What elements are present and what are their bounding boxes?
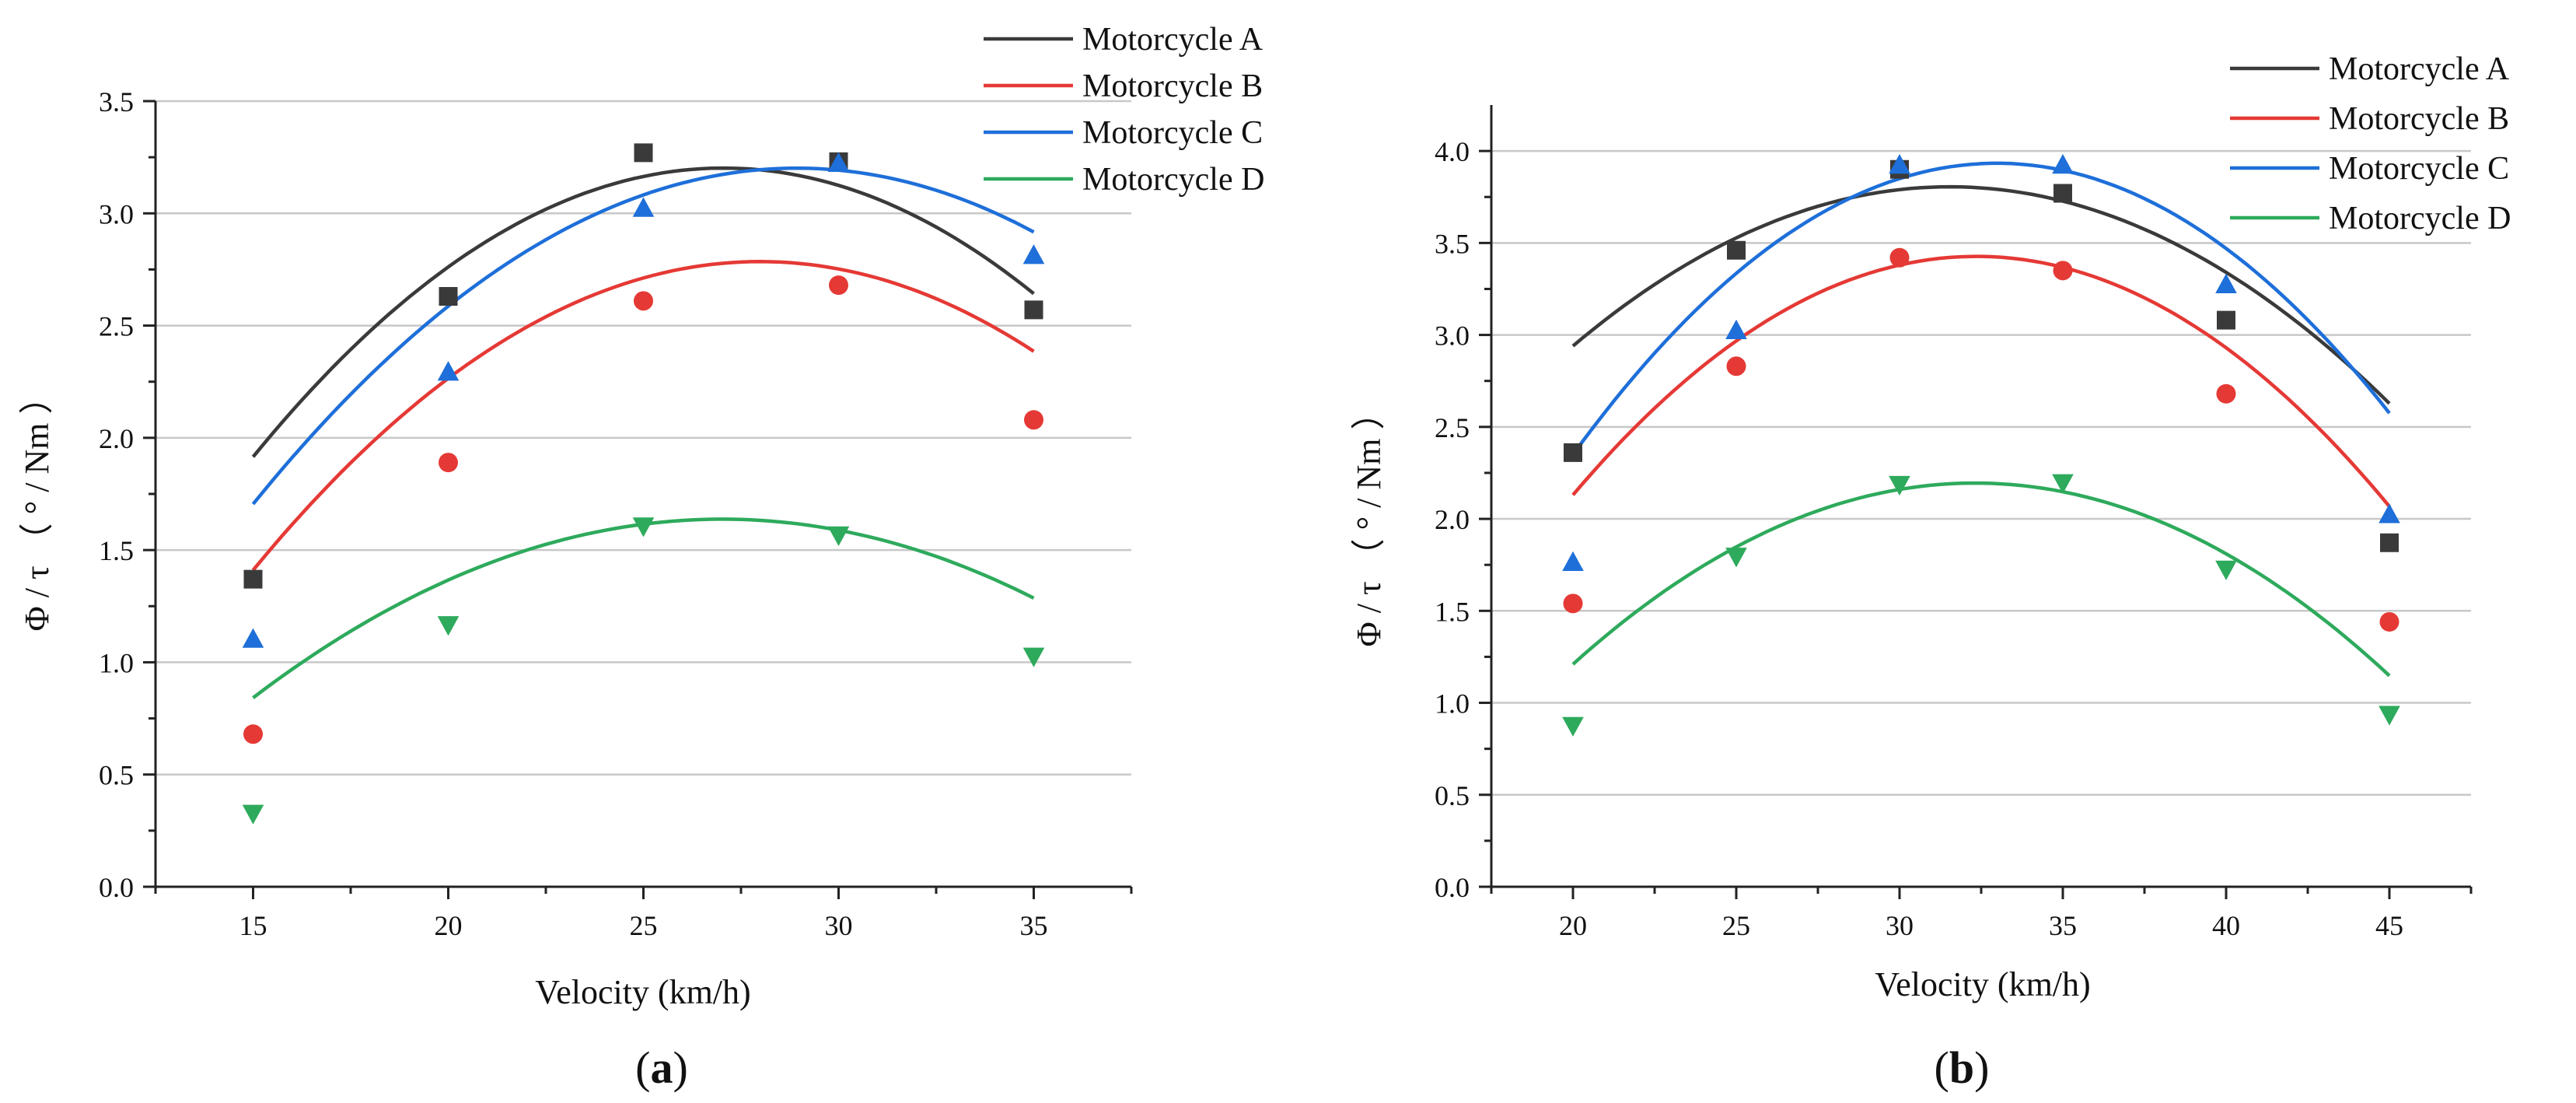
panel-caption: (a) — [635, 1042, 688, 1093]
y-tick-label: 0.0 — [1435, 872, 1470, 903]
x-tick-label: 25 — [1722, 910, 1750, 941]
panel-caption: (b) — [1935, 1042, 1990, 1093]
data-point — [1889, 154, 1910, 174]
x-axis-label: Velocity (km/h) — [1875, 965, 2090, 1003]
y-tick-label: 2.5 — [1435, 412, 1470, 443]
data-point — [829, 275, 848, 296]
series-line — [251, 166, 1035, 458]
data-point — [2379, 611, 2399, 632]
data-point — [827, 152, 850, 172]
y-axis-label: Φ / τ （ ° / Nm ） — [18, 380, 56, 632]
y-tick-label: 1.0 — [1435, 688, 1470, 720]
y-tick-label: 3.5 — [99, 86, 134, 117]
data-point — [2053, 261, 2073, 281]
legend-label: Motorcycle A — [1082, 22, 1264, 58]
data-point — [1024, 410, 1043, 430]
x-tick-label: 35 — [1020, 910, 1048, 941]
y-tick-label: 1.5 — [99, 535, 134, 566]
y-axis-label: Φ / τ （ ° / Nm ） — [1350, 396, 1388, 647]
data-point — [2215, 560, 2237, 580]
legend-label: Motorcycle C — [1082, 115, 1263, 151]
series-line — [251, 260, 1035, 572]
x-tick-label: 25 — [630, 910, 658, 941]
y-tick-label: 0.0 — [99, 872, 134, 903]
data-point — [437, 361, 460, 381]
legend: Motorcycle A Motorcycle B Motorcycle C Moto… — [2230, 51, 2511, 236]
y-tick-label: 0.5 — [99, 760, 134, 791]
series-line — [1571, 254, 2391, 508]
data-point — [439, 287, 458, 306]
y-tick-label: 1.5 — [1435, 596, 1470, 627]
y-tick-label: 1.0 — [99, 647, 134, 678]
data-point — [2052, 474, 2074, 494]
y-tick-label: 0.5 — [1435, 780, 1470, 811]
data-point — [243, 569, 263, 589]
data-point — [1562, 716, 1584, 737]
data-point — [243, 724, 263, 744]
data-point — [2216, 383, 2236, 404]
data-point — [1564, 443, 1582, 462]
data-point — [1727, 240, 1746, 260]
data-point — [2217, 310, 2235, 330]
data-point — [439, 453, 458, 473]
x-tick-label: 45 — [2375, 910, 2403, 941]
data-point — [634, 291, 653, 311]
data-point — [632, 197, 655, 217]
data-point — [2380, 533, 2399, 552]
data-point — [2052, 154, 2074, 174]
data-point — [1024, 300, 1043, 320]
data-point — [1022, 244, 1045, 264]
x-tick-label: 35 — [2049, 910, 2077, 941]
y-tick-label: 3.0 — [1435, 320, 1470, 352]
y-tick-label: 2.0 — [1435, 504, 1470, 535]
data-point — [1725, 319, 1747, 340]
data-point — [634, 143, 653, 163]
x-axis-label: Velocity (km/h) — [535, 973, 750, 1011]
panel-a: 0.0 0.5 1.0 1.5 2.0 2.5 3.0 3.5 15 20 25 30 35 Veloc… — [18, 22, 1264, 1093]
data-point — [1889, 475, 1910, 496]
legend-label: Motorcycle D — [1082, 162, 1264, 198]
x-tick-label: 20 — [435, 910, 463, 941]
data-point — [242, 628, 264, 648]
data-point — [1562, 551, 1584, 572]
series-line — [1571, 481, 2391, 678]
legend-label: Motorcycle C — [2329, 151, 2509, 187]
data-point — [2215, 273, 2237, 293]
legend-label: Motorcycle A — [2329, 51, 2510, 87]
data-point — [1725, 548, 1747, 568]
y-tick-label: 2.5 — [99, 311, 134, 342]
data-point — [2379, 706, 2400, 726]
x-tick-label: 15 — [239, 910, 267, 941]
x-tick-label: 40 — [2212, 910, 2240, 941]
y-tick-label: 3.5 — [1435, 228, 1470, 259]
series-line — [251, 166, 1035, 506]
data-point — [437, 616, 460, 636]
data-point — [1726, 356, 1746, 376]
panel-b: 0.00.51.01.52.02.53.03.54.020 25 30 35 40 45 … — [1350, 51, 2511, 1093]
data-point — [2053, 184, 2072, 203]
series-line — [252, 517, 1035, 699]
y-tick-label: 3.0 — [99, 198, 134, 229]
data-point — [1889, 247, 1910, 268]
data-point — [1022, 647, 1045, 667]
legend-label: Motorcycle B — [2329, 101, 2509, 137]
data-point — [827, 526, 850, 546]
x-tick-label: 20 — [1559, 910, 1587, 941]
y-tick-label: 4.0 — [1435, 136, 1470, 167]
series-line — [1571, 161, 2391, 456]
legend-label: Motorcycle B — [1082, 68, 1263, 104]
data-point — [1563, 594, 1583, 614]
data-point — [2379, 503, 2400, 523]
series-line — [1571, 184, 2391, 405]
data-point — [632, 517, 655, 537]
legend: Motorcycle A Motorcycle B Motorcycle C Moto… — [984, 22, 1264, 198]
y-tick-label: 2.0 — [99, 423, 134, 454]
x-tick-label: 30 — [825, 910, 853, 941]
x-tick-label: 30 — [1886, 910, 1914, 941]
data-point — [242, 804, 264, 825]
legend-label: Motorcycle D — [2329, 201, 2511, 236]
